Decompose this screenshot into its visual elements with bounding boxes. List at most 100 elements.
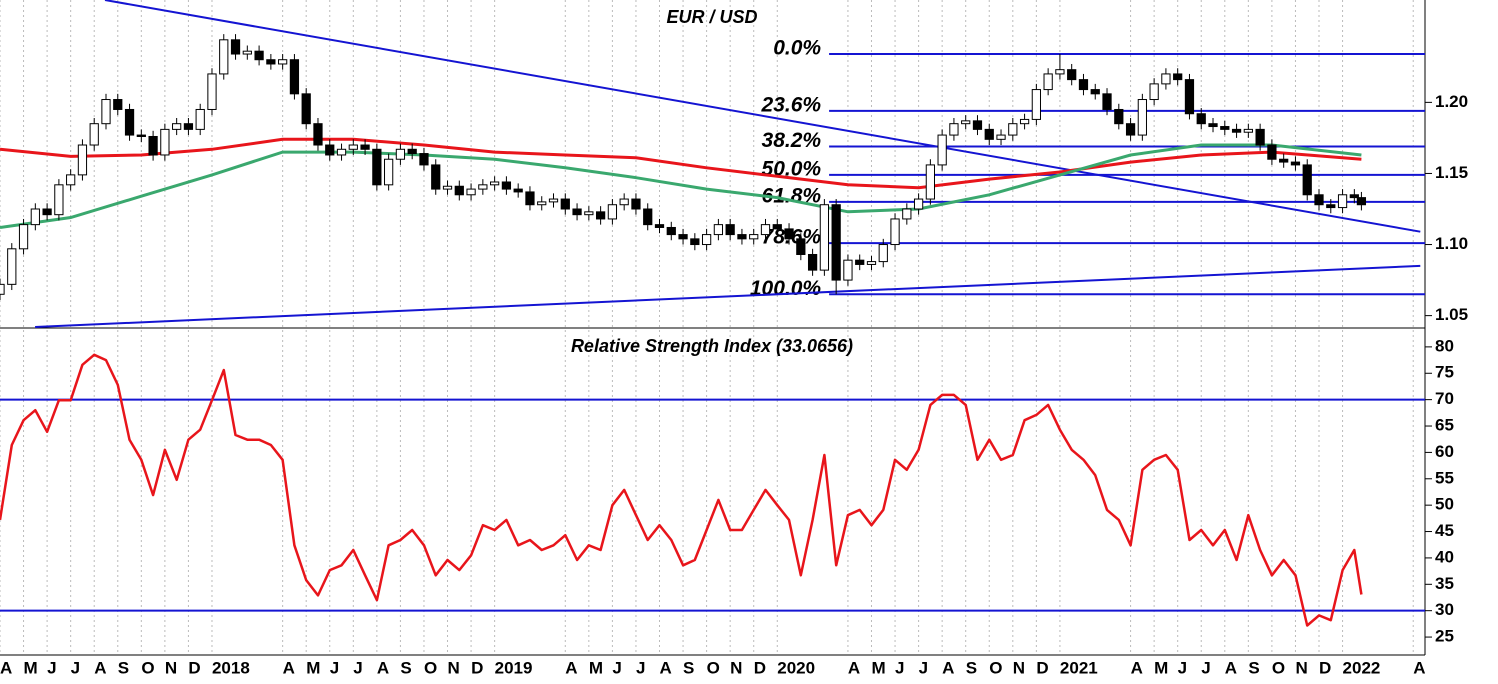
candle-body — [654, 224, 665, 228]
candle-body — [1019, 118, 1030, 125]
candle-body — [7, 248, 17, 285]
candle-body — [796, 238, 806, 255]
trendline — [35, 264, 1421, 328]
candle-body — [0, 283, 5, 295]
candle-body — [1349, 194, 1359, 199]
x-tick-label: A — [942, 658, 954, 677]
x-tick-label: A — [283, 658, 295, 677]
candle-body — [807, 253, 818, 271]
x-tick-label: 2022 — [1343, 658, 1381, 677]
candle-body — [843, 259, 853, 281]
x-tick-label: O — [1272, 658, 1285, 677]
candle-body — [242, 50, 252, 55]
candle-body — [949, 123, 959, 136]
candle-body — [42, 208, 52, 216]
candle-body — [701, 234, 712, 246]
x-tick-label: A — [377, 658, 389, 677]
x-tick-label: D — [1319, 658, 1331, 677]
candle-body — [819, 204, 830, 271]
x-tick-label: D — [754, 658, 766, 677]
x-tick-label: M — [589, 658, 603, 677]
candle-body — [160, 128, 170, 156]
candle-body — [431, 164, 441, 190]
x-tick-label: S — [400, 658, 411, 677]
candle-body — [336, 148, 347, 156]
candle-body — [560, 198, 570, 210]
candle-body — [866, 261, 877, 265]
x-tick-label: M — [24, 658, 38, 677]
x-tick-label: O — [141, 658, 154, 677]
x-tick-label: J — [71, 658, 80, 677]
candle-body — [1267, 144, 1277, 160]
fib-level-label: 23.6% — [761, 93, 822, 116]
candle-body — [913, 198, 924, 210]
candle-body — [584, 211, 594, 216]
x-tick-label: N — [730, 658, 742, 677]
candle-body — [454, 185, 464, 196]
candle-body — [54, 184, 64, 216]
candle-body — [1114, 108, 1124, 125]
candle-body — [1067, 69, 1077, 81]
candle-body — [195, 108, 205, 130]
candle-body — [395, 148, 406, 160]
candle-body — [1279, 158, 1289, 163]
candle-body — [1255, 128, 1265, 146]
x-tick-label: J — [895, 658, 904, 677]
x-tick-label: S — [966, 658, 977, 677]
candle-body — [1290, 161, 1301, 166]
candle-body — [961, 120, 971, 125]
x-tick-label: J — [330, 658, 339, 677]
candle-body — [183, 123, 194, 130]
x-tick-label: A — [94, 658, 106, 677]
x-tick-label: M — [1154, 658, 1168, 677]
x-tick-label: J — [1201, 658, 1210, 677]
y-tick-label: 45 — [1435, 521, 1454, 540]
candle-body — [1173, 73, 1183, 81]
x-tick-label: A — [565, 658, 577, 677]
candle-body — [325, 144, 335, 156]
candle-body — [772, 224, 782, 230]
candle-body — [360, 144, 370, 150]
moving-average — [0, 143, 1362, 229]
candle-body — [278, 59, 288, 65]
candle-body — [902, 208, 912, 220]
candle-body — [643, 208, 653, 226]
y-tick-label: 1.05 — [1435, 305, 1468, 324]
y-tick-label: 35 — [1435, 574, 1454, 593]
candle-body — [619, 198, 629, 206]
candle-body — [1220, 126, 1230, 130]
x-tick-label: S — [1248, 658, 1259, 677]
candle-body — [266, 59, 276, 65]
x-tick-label: N — [448, 658, 460, 677]
candle-body — [313, 123, 323, 146]
y-tick-label: 75 — [1435, 363, 1454, 382]
candle-body — [713, 224, 724, 236]
x-tick-label: D — [188, 658, 200, 677]
candle-body — [749, 234, 759, 240]
y-tick-label: 1.20 — [1435, 92, 1468, 111]
x-tick-label: O — [424, 658, 437, 677]
candle-body — [925, 164, 935, 200]
candle-body — [1208, 123, 1218, 128]
candle-body — [1243, 128, 1253, 133]
candle-body — [1031, 89, 1041, 120]
fib-level-label: 0.0% — [773, 37, 821, 60]
x-tick-label: 2018 — [212, 658, 250, 677]
candle-body — [301, 93, 311, 125]
candle-body — [372, 148, 382, 186]
candle-body — [490, 181, 500, 186]
candle-body — [1337, 194, 1348, 209]
x-tick-label: J — [353, 658, 362, 677]
x-tick-label: 2021 — [1060, 658, 1098, 677]
rsi-line — [0, 353, 1363, 627]
candle-body — [996, 134, 1006, 140]
candle-body — [572, 208, 582, 216]
candle-body — [595, 211, 606, 220]
y-tick-label: 65 — [1435, 416, 1454, 435]
candle-body — [537, 201, 547, 206]
candle-body — [407, 148, 417, 155]
candle-body — [760, 224, 771, 236]
x-tick-label: A — [1131, 658, 1143, 677]
y-tick-label: 55 — [1435, 468, 1454, 487]
